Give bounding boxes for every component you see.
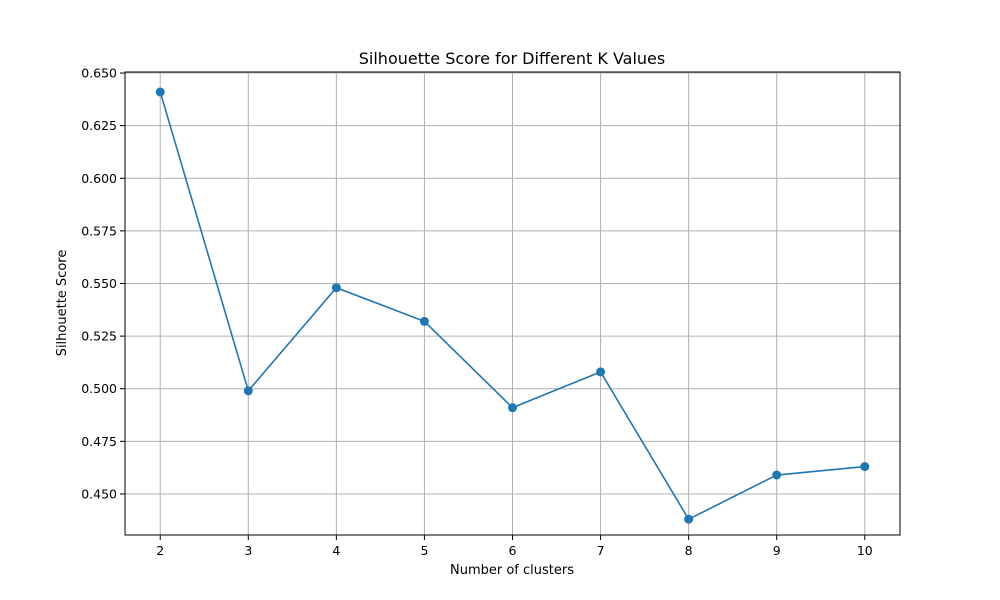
x-tick-label: 7: [597, 543, 605, 558]
y-tick-label: 0.575: [81, 223, 117, 238]
x-axis-label: Number of clusters: [450, 563, 574, 578]
data-point: [155, 87, 165, 97]
x-tick-label: 4: [332, 543, 340, 558]
y-tick-label: 0.550: [81, 276, 117, 291]
y-tick-label: 0.650: [81, 66, 117, 81]
y-tick-label: 0.525: [81, 329, 117, 344]
x-tick-label: 9: [773, 543, 781, 558]
y-tick-label: 0.600: [81, 171, 117, 186]
data-point: [772, 470, 782, 480]
plot-frame: [124, 71, 901, 536]
x-tick-label: 3: [244, 543, 252, 558]
y-axis-label: Silhouette Score: [55, 250, 70, 357]
data-point: [243, 386, 253, 396]
y-tick-label: 0.500: [81, 381, 117, 396]
x-tick-label: 10: [857, 543, 873, 558]
chart-title: Silhouette Score for Different K Values: [359, 49, 665, 68]
y-tick-label: 0.475: [81, 434, 117, 449]
x-tick-label: 8: [685, 543, 693, 558]
axis-ticks: 2 3 4 5 6 7 8 9 10 0.450 0.475 0.500 0.525 0.550 0.575…: [81, 66, 873, 558]
data-point: [860, 462, 870, 472]
x-tick-label: 5: [420, 543, 428, 558]
x-tick-label: 6: [509, 543, 517, 558]
data-point: [331, 283, 341, 293]
data-point: [419, 316, 429, 326]
data-point: [596, 367, 606, 377]
series-layer: [155, 87, 870, 524]
y-tick-label: 0.625: [81, 118, 117, 133]
y-tick-label: 0.450: [81, 486, 117, 501]
data-point: [684, 514, 694, 524]
data-point: [508, 403, 517, 413]
grid-lines: [125, 72, 900, 535]
x-tick-label: 2: [156, 543, 164, 558]
